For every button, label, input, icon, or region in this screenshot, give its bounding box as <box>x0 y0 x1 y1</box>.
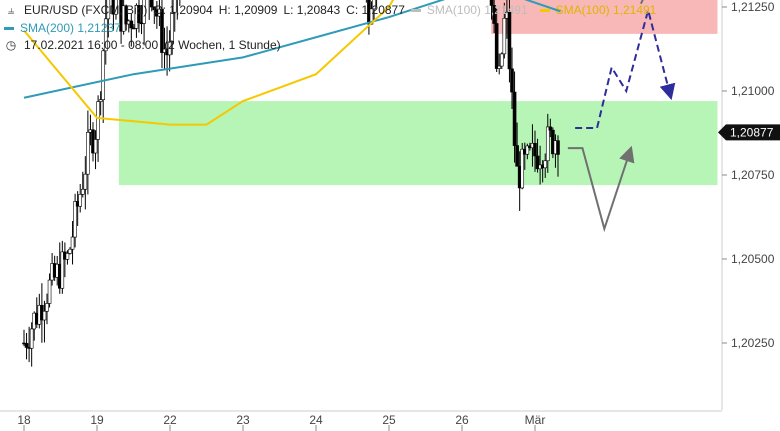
clock-icon: ◷ <box>5 38 17 52</box>
candle-body <box>149 0 154 8</box>
close-value: C: 1,20877 <box>346 3 405 17</box>
candle-body <box>80 188 85 195</box>
candle-body <box>101 50 106 100</box>
candle-body <box>114 0 118 15</box>
candle-body <box>45 303 49 312</box>
candle-body <box>489 0 494 6</box>
sma200-label: SMA(200) 1,21237 <box>4 21 127 35</box>
x-tick-label: 26 <box>455 413 469 427</box>
candle-body <box>543 160 548 169</box>
candle-body <box>47 279 52 304</box>
x-tick-label: 19 <box>90 413 104 427</box>
candle-body <box>137 5 141 24</box>
candle-body <box>520 148 525 189</box>
candle-body <box>70 236 75 250</box>
x-tick-label: 23 <box>236 413 250 427</box>
candle-body <box>86 132 90 175</box>
candle-body <box>93 139 98 154</box>
open-value: O: 1,20904 <box>153 3 213 17</box>
resistance-zone <box>491 0 718 34</box>
candle-body <box>111 0 116 15</box>
bars-icon: ⫨ <box>7 3 15 17</box>
candle-body <box>129 20 134 29</box>
sma200-legend: SMA(200) 1,21237 <box>4 21 133 35</box>
candle-body <box>106 0 111 20</box>
candle-body <box>65 253 70 260</box>
candle-body <box>73 201 77 238</box>
support-zone <box>118 101 718 186</box>
low-value: L: 1,20843 <box>283 3 341 17</box>
candle-body <box>548 126 553 131</box>
candle-body <box>24 343 29 348</box>
candle-body <box>497 65 502 69</box>
x-tick-label: Mär <box>525 413 546 427</box>
candle-body <box>42 310 47 321</box>
sma100-line <box>23 0 395 126</box>
last-price-label: 1,20877 <box>730 125 774 139</box>
candle-body <box>78 194 83 207</box>
datetime-label: 17.02.2021 16:00 - 08:00 <box>24 38 159 52</box>
sma200-line <box>23 0 561 99</box>
candle-body <box>535 155 540 170</box>
candle-body <box>372 0 376 10</box>
period-label: (2 Wochen, 1 Stunde) <box>164 38 281 52</box>
bullish-projection-arrow <box>575 6 676 129</box>
candle-body <box>499 53 504 67</box>
candle-body <box>170 11 174 43</box>
x-tick-label: 25 <box>382 413 396 427</box>
candle-body <box>515 145 519 167</box>
candle-body <box>160 8 164 53</box>
candle-body <box>60 251 65 289</box>
ohlc-legend: ⫨ EUR/USD (FXCM, Bid) O: 1,20904 H: 1,20909… <box>4 3 668 18</box>
candle-body <box>142 0 146 24</box>
candle-body <box>533 142 537 157</box>
candle-body <box>29 328 34 349</box>
candle-body <box>68 248 72 254</box>
x-tick-label: 18 <box>17 413 31 427</box>
alternative-projection-arrow <box>567 145 635 233</box>
symbol-label: EUR/USD (FXCM, Bid) <box>24 3 148 17</box>
candle-body <box>172 0 177 13</box>
y-tick-label: 1,20750 <box>731 168 775 182</box>
candle-body <box>512 91 517 146</box>
y-tick-label: 1,21250 <box>731 0 775 14</box>
x-tick-label: 24 <box>309 413 323 427</box>
candle-body <box>152 6 157 11</box>
candle-body <box>507 11 512 70</box>
x-tick-label: 22 <box>163 413 177 427</box>
candle-body <box>492 5 496 24</box>
y-tick-label: 1,20500 <box>731 252 775 266</box>
candle-body <box>83 173 88 190</box>
candle-body <box>545 126 550 162</box>
time-legend: ◷ 17.02.2021 16:00 - 08:00 (2 Wochen, 1 St… <box>4 38 287 52</box>
last-price-badge <box>718 124 780 141</box>
candle-body <box>502 17 507 55</box>
y-tick-label: 1,20250 <box>731 336 775 350</box>
candle-body <box>124 5 128 25</box>
candle-body <box>494 23 499 69</box>
candle-body <box>510 68 514 93</box>
candle-body <box>556 140 560 155</box>
candle-body <box>96 101 100 140</box>
y-tick-label: 1,21000 <box>731 84 775 98</box>
candle-body <box>98 99 103 102</box>
sma100-label: SMA(100) 1,21491 <box>539 3 663 17</box>
sma100-grey-label: SMA(100) 1,21491 <box>410 3 534 17</box>
candle-body <box>103 18 108 52</box>
high-value: H: 1,20909 <box>218 3 278 17</box>
candle-body <box>525 145 530 155</box>
candle-body <box>167 41 172 56</box>
